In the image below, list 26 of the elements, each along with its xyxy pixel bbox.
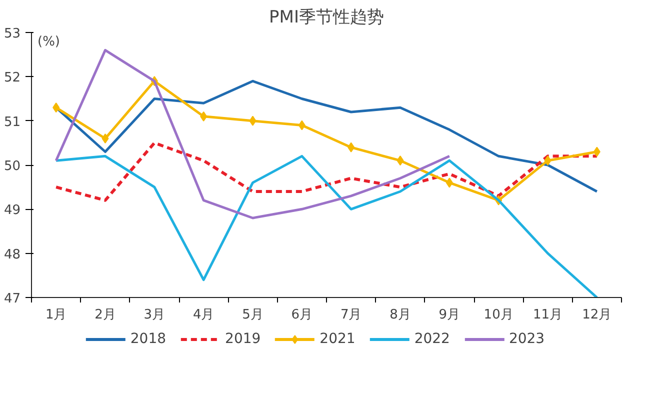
legend-label: 2019 bbox=[225, 331, 261, 347]
y-tick-label: 47 bbox=[4, 292, 21, 306]
y-tick-label: 53 bbox=[4, 26, 21, 42]
x-tick-label: 11月 bbox=[532, 308, 563, 322]
legend-label: 2021 bbox=[320, 331, 356, 347]
y-tick-label: 50 bbox=[4, 159, 21, 174]
x-tick-label: 3月 bbox=[144, 308, 166, 322]
x-tick-label: 6月 bbox=[291, 308, 313, 322]
x-tick-label: 10月 bbox=[484, 308, 514, 322]
chart-title: PMI季节性趋势 bbox=[269, 8, 384, 28]
legend-label: 2018 bbox=[130, 331, 166, 347]
x-tick-label: 2月 bbox=[94, 308, 116, 322]
legend-label: 2023 bbox=[508, 331, 545, 347]
y-axis-title: (%) bbox=[38, 34, 60, 50]
x-tick-label: 5月 bbox=[242, 308, 264, 322]
x-tick-label: 12月 bbox=[582, 308, 612, 322]
y-tick-label: 52 bbox=[4, 70, 21, 86]
x-tick-label: 8月 bbox=[390, 308, 411, 322]
x-tick-label: 9月 bbox=[438, 308, 460, 322]
y-tick-label: 51 bbox=[4, 114, 21, 130]
x-tick-label: 7月 bbox=[340, 308, 362, 322]
x-tick-label: 1月 bbox=[45, 308, 67, 322]
y-tick-label: 49 bbox=[4, 203, 21, 218]
y-tick-label: 48 bbox=[4, 247, 21, 262]
x-tick-label: 4月 bbox=[192, 308, 214, 322]
legend-label: 2022 bbox=[414, 331, 450, 347]
